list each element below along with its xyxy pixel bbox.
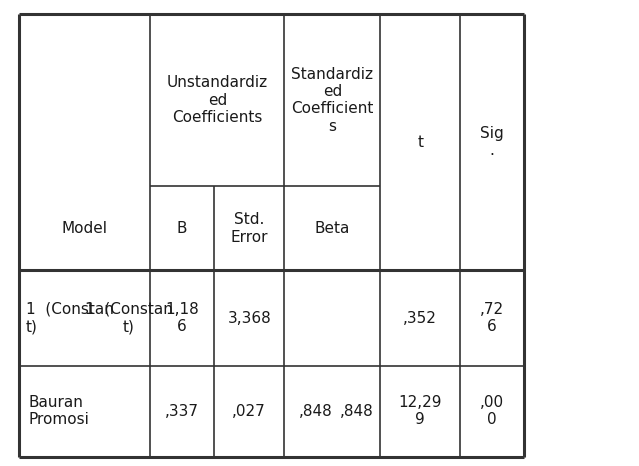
Text: Unstandardiz
ed
Coefficients: Unstandardiz ed Coefficients <box>167 75 268 125</box>
Text: ,72
6: ,72 6 <box>480 302 504 334</box>
Text: Std.
Error: Std. Error <box>231 212 268 245</box>
Text: ,352: ,352 <box>403 310 437 326</box>
Text: Model: Model <box>62 221 107 236</box>
Text: Beta: Beta <box>314 221 350 236</box>
Text: 1  (Constan
t): 1 (Constan t) <box>84 302 173 334</box>
Text: 1  (Constan
t): 1 (Constan t) <box>26 302 114 334</box>
Text: ,00
0: ,00 0 <box>480 395 504 427</box>
Text: ,027: ,027 <box>233 404 266 419</box>
Text: B: B <box>177 221 187 236</box>
Text: t: t <box>417 135 423 150</box>
Text: ,337: ,337 <box>165 404 199 419</box>
Text: Standardiz
ed
Coefficient
s: Standardiz ed Coefficient s <box>291 67 373 134</box>
Text: Sig
.: Sig . <box>480 126 504 158</box>
Text: Bauran
Promosi: Bauran Promosi <box>29 395 89 427</box>
Text: 12,29
9: 12,29 9 <box>398 395 442 427</box>
Text: ,848: ,848 <box>340 404 374 419</box>
Text: 1,18
6: 1,18 6 <box>166 302 199 334</box>
Text: ,848: ,848 <box>298 404 332 419</box>
Text: 3,368: 3,368 <box>227 310 271 326</box>
